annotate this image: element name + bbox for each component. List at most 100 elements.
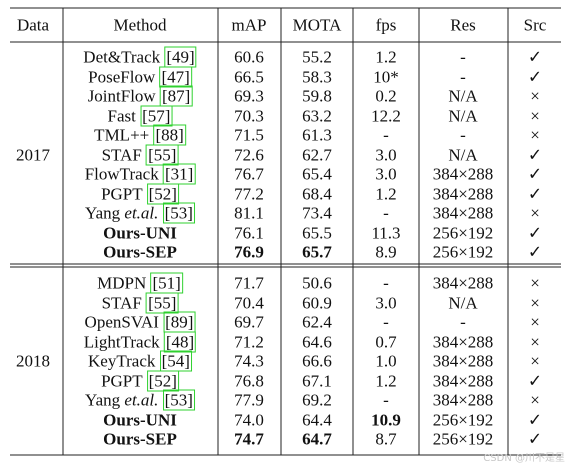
cell: ✓ — [527, 145, 543, 164]
cell: 77.9 — [234, 390, 264, 410]
cell: N/A — [448, 293, 478, 312]
cell: 81.1 — [234, 203, 264, 223]
cell: 70.4 — [234, 293, 264, 312]
header-cell: fps — [375, 15, 397, 35]
cell: ✓ — [527, 164, 543, 184]
method-name: LightTrack — [83, 332, 160, 351]
group-label: 2017 — [16, 145, 50, 164]
citation: [55] — [146, 144, 179, 165]
cell: 74.0 — [234, 410, 264, 429]
cell: 73.4 — [302, 203, 332, 223]
column-rules — [62, 8, 509, 455]
cell: 384×288 — [432, 332, 494, 351]
method-cell: JointFlow [87] — [88, 85, 193, 107]
cell: 74.7 — [234, 429, 264, 449]
cell: 384×288 — [432, 273, 494, 293]
method-cell: OpenSVAI [89] — [84, 311, 196, 333]
cell: 256×192 — [432, 410, 494, 429]
cell: 64.6 — [302, 332, 332, 351]
cell: 8.7 — [375, 429, 397, 449]
method-name: Ours-SEP — [103, 429, 177, 449]
header-cell: Data — [16, 15, 50, 35]
cell: 60.6 — [234, 47, 264, 67]
cell: ✓ — [527, 242, 543, 262]
cell: 63.2 — [302, 106, 332, 125]
cell: 66.6 — [302, 351, 332, 371]
cell: × — [530, 351, 540, 371]
method-name: FlowTrack — [84, 164, 159, 184]
cell: 68.4 — [302, 184, 332, 203]
method-cell: Ours-SEP — [103, 244, 177, 261]
header-cell: mAP — [231, 15, 267, 35]
cell: N/A — [448, 145, 478, 164]
cell: 3.0 — [375, 293, 397, 312]
cell: 1.2 — [375, 371, 397, 390]
cell: 64.7 — [302, 429, 332, 449]
cell: 384×288 — [432, 184, 494, 203]
method-cell: PGPT [52] — [101, 370, 179, 391]
cell: 10* — [373, 67, 399, 86]
cell: 12.2 — [371, 106, 401, 125]
method-cell: KeyTrack [54] — [88, 350, 192, 372]
cell: 64.4 — [302, 410, 332, 429]
cell: × — [530, 86, 540, 106]
header-cell: MOTA — [292, 15, 342, 35]
cell: 60.9 — [302, 293, 332, 312]
method-cell: Det&Track [49] — [83, 46, 197, 68]
citation: [57] — [140, 105, 173, 126]
cell: 3.0 — [375, 145, 397, 164]
cell: - — [383, 273, 389, 293]
cell: 11.3 — [371, 223, 401, 242]
cell: 71.7 — [234, 273, 264, 293]
cell: 76.9 — [234, 242, 264, 262]
citation: [55] — [146, 292, 179, 313]
cell: ✓ — [527, 223, 543, 242]
cell: 71.5 — [234, 125, 264, 145]
cell: 66.5 — [234, 67, 264, 86]
cell: - — [460, 67, 466, 86]
cell: × — [530, 312, 540, 332]
method-name: MDPN — [97, 273, 147, 293]
cell: 67.1 — [302, 371, 332, 390]
header-cell: Method — [113, 15, 167, 35]
cell: 384×288 — [432, 371, 494, 390]
header-cell: Src — [523, 15, 547, 35]
citation: [49] — [164, 46, 197, 68]
cell: 1.2 — [375, 184, 397, 203]
cell: 0.7 — [375, 332, 397, 351]
cell: 58.3 — [302, 67, 332, 86]
cell: 72.6 — [234, 145, 264, 164]
citation: [48] — [163, 331, 197, 352]
cell: 256×192 — [432, 429, 494, 449]
cell: ✓ — [527, 429, 543, 449]
cell: × — [530, 273, 540, 293]
group-label: 2018 — [16, 351, 50, 371]
watermark: CSDN @川不是星 — [483, 453, 565, 464]
cell: 74.3 — [234, 351, 264, 371]
cell: - — [460, 47, 466, 67]
cell: × — [530, 293, 540, 312]
method-name: OpenSVAI — [84, 312, 159, 332]
cell: 69.7 — [234, 312, 264, 332]
cell: 76.7 — [234, 164, 264, 184]
method-name: STAF — [101, 145, 142, 164]
cell: 10.9 — [371, 410, 401, 429]
cell: - — [383, 312, 389, 332]
method-name: PoseFlow — [88, 67, 156, 86]
method-cell: Ours-UNI — [103, 411, 177, 428]
cell: - — [383, 203, 389, 223]
cell: ✓ — [527, 184, 543, 203]
citation: [87] — [159, 85, 193, 107]
cell: - — [460, 125, 466, 145]
cell: × — [530, 125, 540, 145]
cell: 59.8 — [302, 86, 332, 106]
cell: 0.2 — [375, 86, 397, 106]
citation: [53] — [162, 202, 195, 224]
method-cell: Yang et.al. [53] — [85, 389, 195, 411]
method-name: Det&Track — [83, 47, 161, 67]
method-cell: PoseFlow [47] — [88, 66, 192, 87]
cell: 69.3 — [234, 86, 264, 106]
method-cell: TML++ [88] — [94, 124, 186, 146]
cell: × — [530, 203, 540, 223]
